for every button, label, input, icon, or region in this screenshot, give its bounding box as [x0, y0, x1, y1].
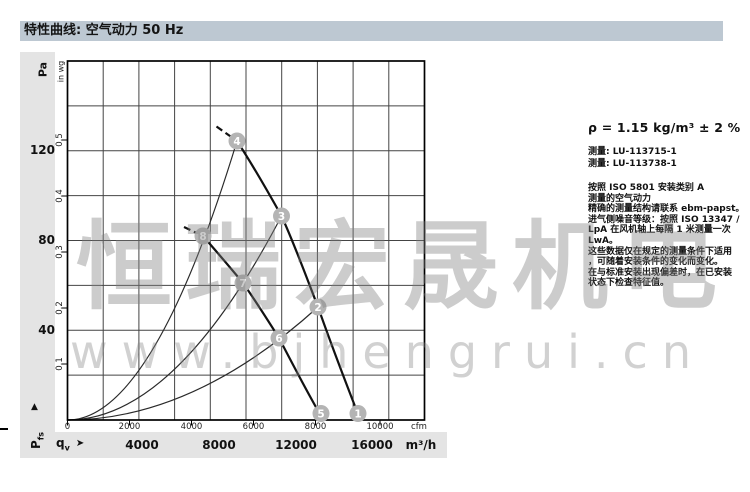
- flow-direction-arrow-icon: ➤: [75, 438, 85, 449]
- operating-point-markers: 4 3 2 1 8 7 6: [194, 132, 367, 422]
- marker-8: 8: [194, 227, 212, 245]
- pressure-axis-symbol: Pfs: [29, 432, 45, 449]
- svg-text:4: 4: [233, 136, 240, 148]
- x-axis-unit-cfm: cfm: [411, 422, 427, 432]
- svg-text:2: 2: [314, 302, 321, 314]
- svg-text:8: 8: [199, 231, 206, 243]
- qv-sub: v: [64, 443, 70, 453]
- fan-curve-high-dashed-segment: [215, 125, 238, 142]
- inwg-tick-01: 0.1: [55, 357, 65, 371]
- inwg-tick-marks: [62, 139, 68, 365]
- cfm-tick-6000: 6000: [242, 422, 265, 432]
- pa-tick-120: 120: [29, 143, 55, 158]
- y-axis-unit-pa: Pa: [36, 61, 50, 78]
- y-axis-unit-inwg: in wg: [56, 60, 66, 83]
- marker-2: 2: [309, 298, 327, 316]
- marker-1: 1: [349, 405, 367, 422]
- marker-6: 6: [270, 329, 288, 347]
- marker-7: 7: [234, 274, 252, 292]
- measurement-ref-1: 测量: LU-113715-1: [588, 147, 677, 157]
- note-line-3: 精确的测量结构请联系 ebm-papst。: [588, 204, 745, 215]
- note-line-5: LpA 在风机轴上每隔 1 米测量一次: [588, 225, 731, 236]
- cfm-tick-0: 0: [64, 422, 71, 432]
- svg-text:1: 1: [354, 408, 361, 420]
- air-density-value: ρ = 1.15 kg/m³ ± 2 %: [588, 120, 741, 135]
- m3h-tick-8000: 8000: [202, 438, 236, 452]
- measurement-references: 测量: LU-113715-1 测量: LU-113738-1: [588, 147, 748, 170]
- note-line-7: 这些数据仅在规定的测量条件下适用: [588, 246, 733, 257]
- cfm-tick-10000: 10000: [366, 422, 394, 432]
- note-line-8: ，可随着安装条件的变化而变化。: [588, 257, 724, 268]
- note-line-6: LwA。: [588, 235, 619, 246]
- inwg-tick-05: 0.5: [55, 133, 65, 147]
- svg-text:5: 5: [317, 408, 324, 420]
- system-curve-steep: [67, 140, 238, 421]
- note-line-9: 在与标准安装出现偏差时，在已安装: [588, 267, 733, 278]
- svg-text:3: 3: [278, 211, 285, 223]
- pressure-direction-arrow-icon: ▲: [31, 402, 38, 412]
- pfs-sub: fs: [36, 431, 46, 441]
- pa-tick-80: 80: [38, 233, 55, 247]
- note-line-4: 进气侧噪音等级：按照 ISO 13347 /: [588, 214, 740, 225]
- y-axis-band: [20, 52, 55, 458]
- info-panel: ρ = 1.15 kg/m³ ± 2 % 测量: LU-113715-1 测量:…: [588, 120, 748, 289]
- page-title-text: 特性曲线: 空气动力 50 Hz: [24, 23, 184, 38]
- svg-text:6: 6: [275, 333, 282, 345]
- marker-5: 5: [312, 405, 330, 422]
- cfm-tick-marks: [67, 420, 381, 426]
- marker-3: 3: [273, 207, 290, 225]
- inwg-tick-03: 0.3: [55, 245, 65, 259]
- measurement-ref-2: 测量: LU-113738-1: [588, 158, 677, 169]
- m3h-tick-16000: 16000: [351, 438, 393, 452]
- plot-border: [66, 60, 426, 421]
- system-curve-middle: [67, 215, 283, 421]
- svg-text:7: 7: [239, 278, 246, 290]
- cfm-tick-4000: 4000: [180, 422, 203, 432]
- marker-4: 4: [228, 132, 246, 150]
- note-line-10: 状态下检查特征值。: [588, 278, 670, 289]
- fan-curve-high: [236, 140, 360, 415]
- measurement-notes: 按照 ISO 5801 安装类别 A 测量的空气动力 精确的测量结构请联系 eb…: [588, 183, 748, 289]
- x-axis-band: [20, 432, 447, 458]
- pfs-main: P: [29, 440, 43, 449]
- flow-axis-symbol: qv ➤: [56, 436, 84, 452]
- cfm-tick-2000: 2000: [118, 422, 141, 432]
- fan-curve-low: [202, 235, 322, 417]
- m3h-tick-12000: 12000: [275, 438, 317, 452]
- page-title: 特性曲线: 空气动力 50 Hz: [20, 21, 723, 41]
- cfm-tick-8000: 8000: [304, 422, 327, 432]
- inwg-tick-02: 0.2: [55, 301, 65, 315]
- inwg-tick-04: 0.4: [55, 189, 65, 203]
- m3h-tick-4000: 4000: [125, 438, 159, 452]
- qv-main: q: [56, 436, 65, 450]
- note-line-2: 测量的空气动力: [588, 193, 652, 204]
- x-axis-unit-m3h: m³/h: [405, 438, 437, 452]
- pa-tick-40: 40: [38, 322, 55, 337]
- crop-mark: [0, 428, 8, 430]
- note-line-1: 按照 ISO 5801 安装类别 A: [588, 183, 705, 193]
